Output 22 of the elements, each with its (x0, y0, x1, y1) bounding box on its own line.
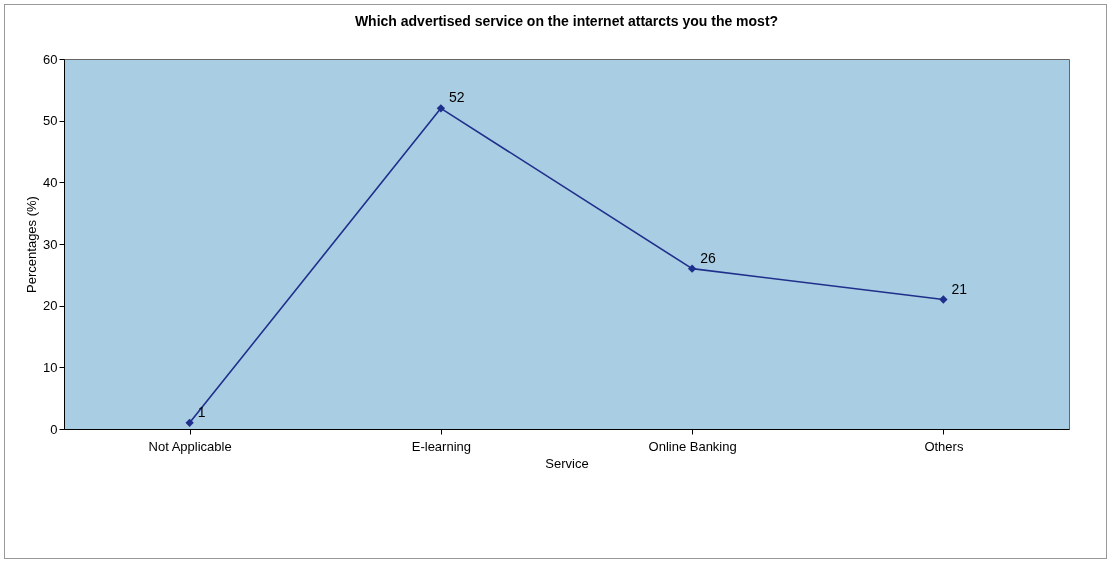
data-label: 26 (700, 249, 716, 266)
y-tick-label: 0 (50, 421, 58, 437)
y-tick-label: 10 (43, 359, 58, 375)
point (436, 104, 446, 113)
data-label: 52 (448, 89, 465, 106)
point (939, 295, 948, 304)
y-tick-label: 30 (43, 236, 58, 252)
x-tick-label: Not Applicable (148, 438, 232, 454)
data-label: 1 (197, 403, 206, 420)
data-label: 21 (951, 280, 968, 297)
x-axis-title: Service (545, 455, 589, 471)
x-tick-label: Online Banking (648, 438, 737, 454)
point (687, 264, 697, 273)
x-tick-label: Others (924, 438, 964, 454)
y-tick-label: 50 (43, 113, 58, 129)
point (185, 418, 194, 428)
y-axis-title: Percentages (%) (24, 196, 40, 293)
y-tick-label: 60 (43, 51, 58, 67)
chart-title: Which advertised service on the internet attarcts you the most? (354, 13, 779, 29)
y-tick-label: 20 (43, 298, 58, 314)
x-tick-label: E-learning (411, 438, 472, 454)
y-tick-label: 40 (43, 174, 58, 190)
